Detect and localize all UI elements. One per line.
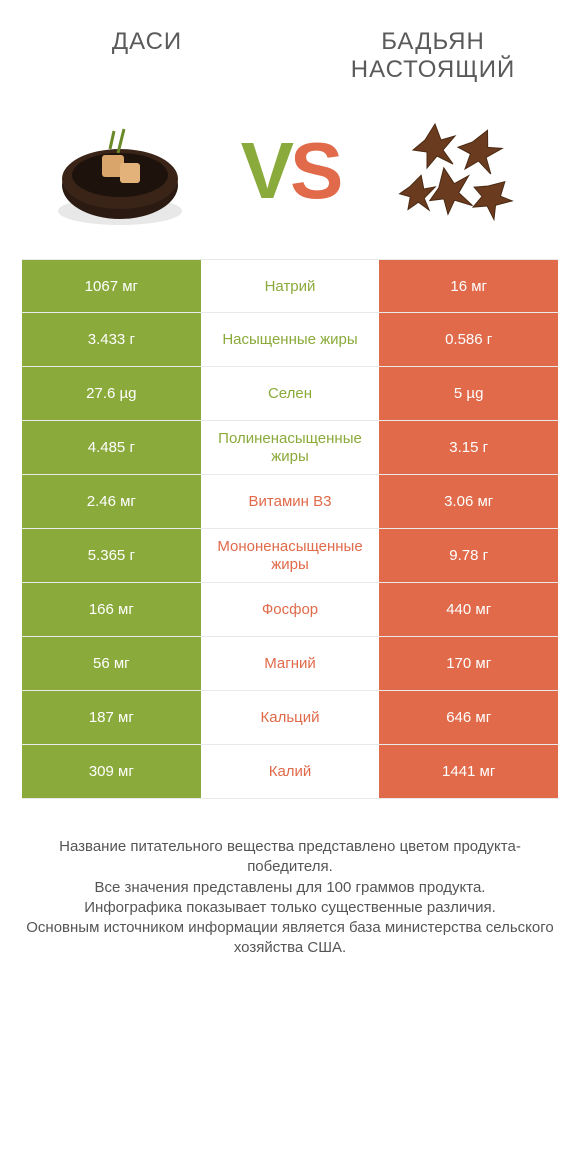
nutrient-label: Магний [201,637,380,690]
value-left: 5.365 г [22,529,201,582]
food-image-left [40,101,200,241]
hero-row: VS [0,91,580,259]
food-image-right [380,101,540,241]
table-row: 309 мгКалий1441 мг [22,745,558,799]
footer-line: Основным источником информации является … [26,918,554,959]
footer-notes: Название питательного вещества представл… [0,799,580,959]
value-right: 1441 мг [379,745,558,798]
title-right: БАДЬЯН НАСТОЯЩИЙ [318,28,548,83]
nutrient-label: Натрий [201,260,380,312]
nutrient-label: Фосфор [201,583,380,636]
footer-line: Название питательного вещества представл… [26,837,554,878]
nutrient-label: Калий [201,745,380,798]
value-right: 3.15 г [379,421,558,474]
value-left: 3.433 г [22,313,201,366]
nutrient-label: Мононенасыщенные жиры [201,529,380,582]
nutrient-label: Кальций [201,691,380,744]
table-row: 2.46 мгВитамин B33.06 мг [22,475,558,529]
table-row: 166 мгФосфор440 мг [22,583,558,637]
table-row: 27.6 µgСелен5 µg [22,367,558,421]
table-row: 1067 мгНатрий16 мг [22,259,558,313]
nutrient-label: Селен [201,367,380,420]
value-left: 309 мг [22,745,201,798]
footer-line: Инфографика показывает только существенн… [26,898,554,918]
value-right: 5 µg [379,367,558,420]
value-left: 27.6 µg [22,367,201,420]
value-left: 1067 мг [22,260,201,312]
table-row: 5.365 гМононенасыщенные жиры9.78 г [22,529,558,583]
comparison-table: 1067 мгНатрий16 мг3.433 гНасыщенные жиры… [0,259,580,799]
value-right: 646 мг [379,691,558,744]
vs-s: S [290,125,339,217]
value-right: 0.586 г [379,313,558,366]
value-right: 16 мг [379,260,558,312]
value-right: 3.06 мг [379,475,558,528]
table-row: 3.433 гНасыщенные жиры0.586 г [22,313,558,367]
footer-line: Все значения представлены для 100 граммо… [26,878,554,898]
value-left: 187 мг [22,691,201,744]
value-right: 9.78 г [379,529,558,582]
value-right: 170 мг [379,637,558,690]
nutrient-label: Полиненасыщенные жиры [201,421,380,474]
value-left: 166 мг [22,583,201,636]
table-row: 56 мгМагний170 мг [22,637,558,691]
value-left: 4.485 г [22,421,201,474]
vs-label: VS [241,125,340,217]
nutrient-label: Насыщенные жиры [201,313,380,366]
table-row: 4.485 гПолиненасыщенные жиры3.15 г [22,421,558,475]
header: ДАСИ БАДЬЯН НАСТОЯЩИЙ [0,0,580,91]
value-right: 440 мг [379,583,558,636]
table-row: 187 мгКальций646 мг [22,691,558,745]
title-left: ДАСИ [32,28,262,56]
vs-v: V [241,125,290,217]
value-left: 56 мг [22,637,201,690]
nutrient-label: Витамин B3 [201,475,380,528]
value-left: 2.46 мг [22,475,201,528]
